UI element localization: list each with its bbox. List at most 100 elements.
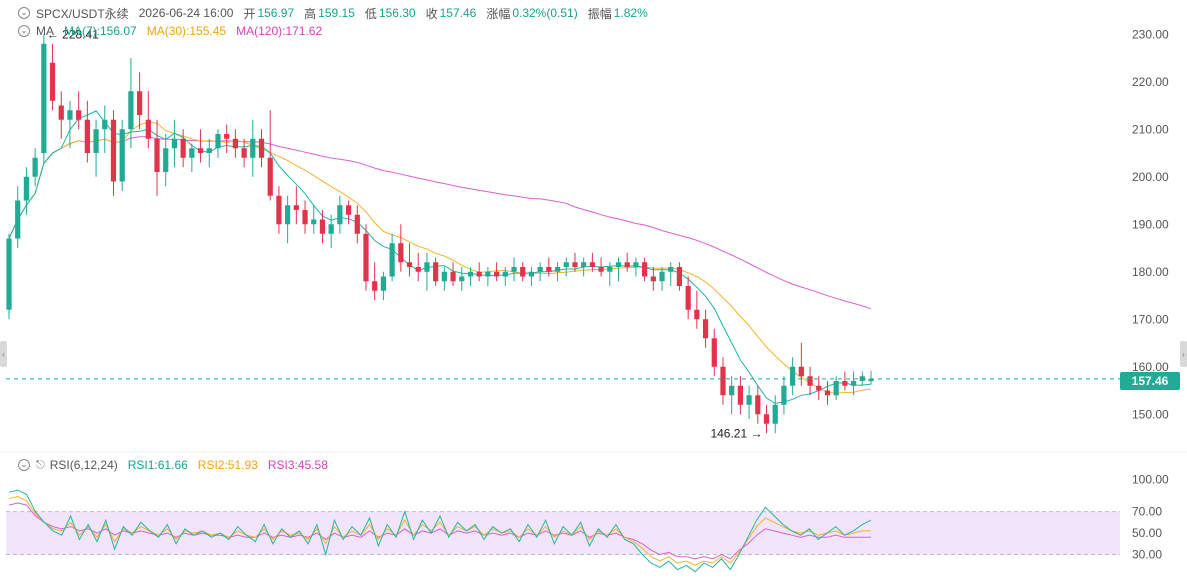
candle-body	[345, 205, 352, 215]
candle-body	[232, 138, 238, 149]
last-price-tag: 157.46	[1120, 372, 1180, 390]
candle-body	[319, 219, 326, 234]
candle-body	[798, 366, 804, 377]
amplitude-value: 1.82%	[613, 6, 648, 20]
candle-body	[389, 243, 395, 277]
price-axis-tick: 170.00	[1132, 312, 1169, 326]
ma120-value: MA(120):171.62	[236, 24, 323, 38]
collapse-chevron-icon[interactable]: ⌄	[18, 459, 30, 471]
candle-body	[642, 262, 648, 277]
candle-body	[285, 205, 291, 225]
candle-body	[58, 105, 64, 120]
max-price-label: ← 228.41	[47, 27, 99, 41]
candle-body	[241, 148, 247, 158]
candle-body	[737, 385, 744, 405]
candle-body	[276, 195, 282, 225]
candle-body	[406, 262, 413, 267]
candle-body	[171, 138, 178, 149]
candle-body	[337, 205, 343, 225]
ma30-value: MA(30):155.45	[146, 24, 227, 38]
candle-body	[23, 176, 30, 201]
candle-body	[84, 119, 90, 153]
candle-body	[215, 134, 221, 149]
rsi-label[interactable]: RSI(6,12,24)	[49, 458, 118, 472]
ma-label[interactable]: MA	[36, 24, 54, 38]
right-scroll-handle[interactable]: ›	[1180, 341, 1187, 367]
candle-body	[842, 381, 848, 386]
candle-body	[206, 148, 212, 153]
collapse-chevron-icon[interactable]: ⌄	[18, 25, 30, 37]
candle-body	[363, 233, 369, 282]
candle-body	[49, 62, 56, 101]
candle-body	[476, 271, 482, 277]
candle-body	[32, 157, 38, 177]
candle-body	[581, 262, 587, 267]
candle-body	[459, 276, 465, 282]
symbol-label[interactable]: SPCX/USDT永续	[36, 6, 129, 21]
ma-legend: ⌄ MA MA(7):156.07 MA(30):155.45 MA(120):…	[18, 23, 322, 39]
ma7-line	[8, 110, 872, 404]
candle-body	[67, 110, 73, 120]
amplitude-label: 振幅	[587, 6, 612, 21]
ohlc-header: ⌄ SPCX/USDT永续 2026-06-24 16:00 开 156.97 …	[18, 5, 648, 21]
candle-body	[615, 262, 622, 267]
ma30-line	[8, 121, 872, 394]
candle-body	[110, 119, 117, 182]
rsi1-value: RSI1:61.66	[127, 458, 188, 472]
collapse-chevron-icon[interactable]: ⌄	[18, 7, 30, 19]
price-axis-tick: 180.00	[1132, 265, 1169, 279]
candle-body	[302, 210, 308, 225]
candle-body	[546, 267, 552, 272]
candle-body	[650, 276, 656, 282]
candle-body	[467, 271, 474, 277]
candle-body	[694, 309, 700, 320]
candle-body	[415, 267, 421, 272]
candle-body	[128, 91, 134, 130]
rsi-line-rsi3	[8, 502, 871, 560]
candle-body	[15, 200, 21, 239]
change-label: 涨幅	[486, 6, 511, 21]
candle-body	[258, 138, 265, 158]
close-value: 157.46	[439, 6, 477, 20]
candle-body	[807, 376, 813, 386]
candle-body	[180, 138, 186, 158]
candle-body	[589, 262, 595, 267]
open-value: 156.97	[257, 6, 295, 20]
candle-body	[554, 267, 561, 272]
candle-body	[441, 271, 447, 282]
rsi-axis-tick: 50.00	[1132, 526, 1162, 540]
price-axis-tick: 200.00	[1132, 170, 1169, 184]
candle-body	[729, 385, 735, 396]
candle-body	[433, 262, 439, 282]
candle-body	[720, 366, 726, 396]
candle-body	[511, 267, 517, 272]
candle-body	[633, 262, 639, 267]
candle-body	[398, 243, 404, 263]
price-axis-tick: 210.00	[1132, 122, 1169, 136]
alert-bell-icon[interactable]: ⎋	[36, 458, 45, 471]
candle-body	[154, 138, 160, 172]
candle-body	[41, 43, 47, 153]
rsi-line-rsi2	[8, 495, 871, 566]
candle-body	[145, 119, 151, 139]
candle-body	[372, 281, 378, 291]
candle-body	[755, 395, 761, 415]
low-value: 156.30	[378, 6, 416, 20]
candle-body	[659, 271, 665, 282]
candle-body	[572, 262, 578, 267]
ma120-line	[8, 136, 872, 310]
left-scroll-handle[interactable]: ‹	[0, 341, 7, 367]
candle-body	[607, 267, 613, 272]
high-value: 159.15	[318, 6, 355, 20]
candle-body	[746, 395, 752, 405]
candle-body	[850, 381, 857, 386]
rsi-legend: ⌄ ⎋ RSI(6,12,24) RSI1:61.66 RSI2:51.93 R…	[18, 457, 328, 473]
rsi3-value: RSI3:45.58	[267, 458, 328, 472]
candle-body	[189, 148, 195, 158]
candle-body	[520, 267, 526, 277]
price-axis-tick: 190.00	[1132, 217, 1169, 231]
candle-body	[380, 276, 387, 291]
candle-body	[293, 205, 299, 210]
low-label: 低	[364, 6, 377, 21]
